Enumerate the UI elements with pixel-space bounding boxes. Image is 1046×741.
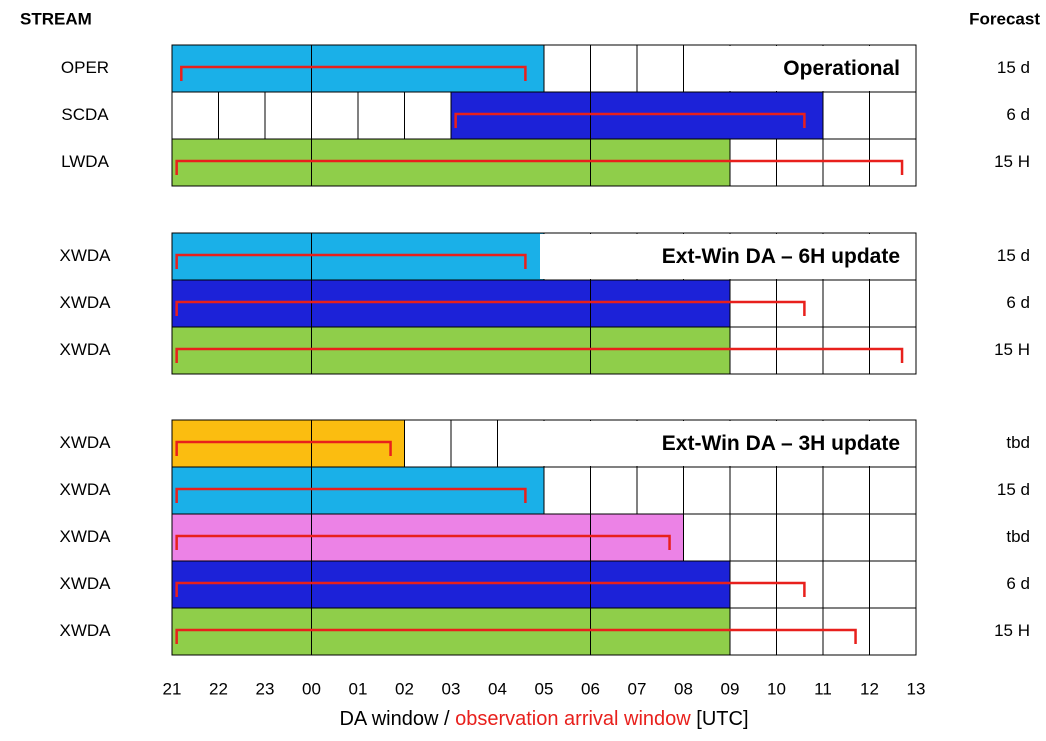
stream-label: SCDA bbox=[61, 105, 109, 124]
obs-window bbox=[175, 440, 392, 456]
row-border bbox=[171, 138, 917, 187]
stream-label: XWDA bbox=[60, 527, 112, 546]
obs-window bbox=[175, 628, 857, 644]
x-tick-label: 05 bbox=[535, 679, 554, 698]
row-border bbox=[171, 326, 917, 375]
axis-title-part: observation arrival window bbox=[455, 708, 691, 730]
axis-title-part: [UTC] bbox=[691, 708, 749, 730]
da-window bbox=[172, 420, 405, 467]
obs-window bbox=[175, 300, 806, 316]
obs-window bbox=[175, 347, 904, 363]
x-tick-label: 13 bbox=[907, 679, 926, 698]
x-tick-label: 11 bbox=[814, 679, 832, 698]
da-window bbox=[172, 467, 544, 514]
forecast-label: 6 d bbox=[1006, 105, 1030, 124]
label-box bbox=[726, 46, 915, 91]
da-window bbox=[172, 233, 544, 280]
forecast-label: 6 d bbox=[1006, 574, 1030, 593]
x-tick-label: 23 bbox=[256, 679, 275, 698]
stream-header: STREAM bbox=[20, 9, 92, 28]
forecast-label: 15 d bbox=[997, 480, 1030, 499]
stream-label: XWDA bbox=[60, 433, 112, 452]
obs-window bbox=[454, 112, 806, 128]
x-tick-label: 06 bbox=[581, 679, 600, 698]
x-tick-label: 08 bbox=[674, 679, 693, 698]
label-box bbox=[540, 421, 915, 466]
x-tick-label: 03 bbox=[442, 679, 461, 698]
stream-label: XWDA bbox=[60, 340, 112, 359]
da-window bbox=[172, 139, 730, 186]
stream-label: XWDA bbox=[60, 246, 112, 265]
forecast-label: 15 d bbox=[997, 58, 1030, 77]
da-window bbox=[172, 45, 544, 92]
axis-title-part: DA window / bbox=[339, 708, 455, 730]
da-window bbox=[451, 92, 823, 139]
forecast-label: 15 d bbox=[997, 246, 1030, 265]
obs-window bbox=[175, 253, 527, 269]
row-border bbox=[171, 607, 917, 656]
x-tick-label: 04 bbox=[488, 679, 507, 698]
group-label: Operational bbox=[783, 57, 900, 80]
obs-window bbox=[175, 581, 806, 597]
x-tick-label: 02 bbox=[395, 679, 414, 698]
x-tick-label: 12 bbox=[860, 679, 879, 698]
obs-window bbox=[175, 159, 904, 175]
da-window bbox=[172, 608, 730, 655]
x-tick-label: 07 bbox=[628, 679, 647, 698]
forecast-label: 15 H bbox=[994, 621, 1030, 640]
stream-label: XWDA bbox=[60, 293, 112, 312]
da-window bbox=[172, 280, 730, 327]
axis-title: DA window / observation arrival window [… bbox=[339, 708, 748, 730]
forecast-label: 6 d bbox=[1006, 293, 1030, 312]
group-label: Ext-Win DA – 6H update bbox=[662, 245, 900, 268]
forecast-label: tbd bbox=[1006, 433, 1030, 452]
forecast-label: tbd bbox=[1006, 527, 1030, 546]
stream-label: XWDA bbox=[60, 574, 112, 593]
obs-window bbox=[175, 487, 527, 503]
x-tick-label: 10 bbox=[767, 679, 786, 698]
stream-label: LWDA bbox=[61, 152, 110, 171]
forecast-header: Forecast bbox=[969, 9, 1040, 28]
stream-label: XWDA bbox=[60, 621, 112, 640]
da-window bbox=[172, 327, 730, 374]
x-tick-label: 21 bbox=[163, 679, 182, 698]
stream-label: OPER bbox=[61, 58, 109, 77]
x-tick-label: 22 bbox=[209, 679, 228, 698]
x-tick-label: 00 bbox=[302, 679, 321, 698]
forecast-label: 15 H bbox=[994, 152, 1030, 171]
obs-window bbox=[180, 65, 527, 81]
forecast-label: 15 H bbox=[994, 340, 1030, 359]
label-box bbox=[540, 234, 915, 279]
group-label: Ext-Win DA – 3H update bbox=[662, 432, 900, 455]
stream-label: XWDA bbox=[60, 480, 112, 499]
x-tick-label: 09 bbox=[721, 679, 740, 698]
obs-window bbox=[175, 534, 671, 550]
da-window bbox=[172, 514, 684, 561]
x-tick-label: 01 bbox=[349, 679, 368, 698]
da-window bbox=[172, 561, 730, 608]
